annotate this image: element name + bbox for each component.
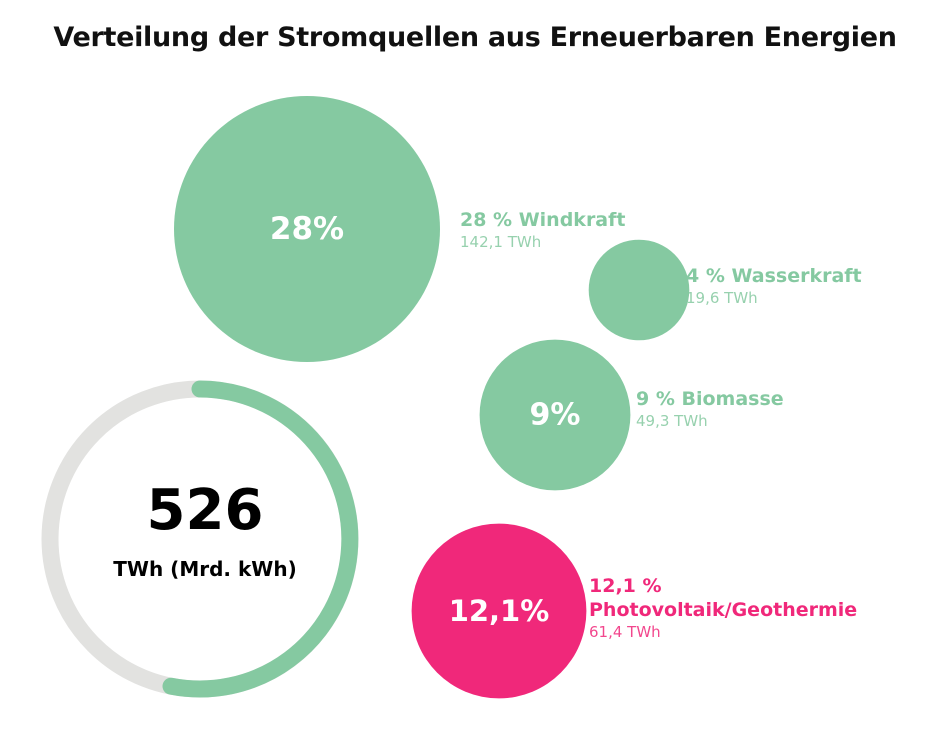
total-unit: TWh (Mrd. kWh) bbox=[113, 557, 297, 581]
label-biomasse: 9 % Biomasse 49,3 TWh bbox=[636, 388, 784, 431]
bubble-photovoltaik bbox=[411, 523, 587, 699]
label-wasserkraft-twh: 19,6 TWh bbox=[686, 288, 758, 307]
bubble-wasserkraft bbox=[588, 239, 690, 341]
chart-title: Verteilung der Stromquellen aus Erneuerb… bbox=[53, 22, 897, 53]
bubble-windkraft bbox=[174, 96, 440, 362]
label-wasserkraft: 4 % Wasserkraft 19,6 TWh bbox=[686, 265, 862, 308]
total-value: 526 bbox=[146, 478, 264, 543]
bubbles: 28% 9% 12,1% bbox=[174, 96, 690, 699]
bubble-biomasse-percent: 9% bbox=[530, 398, 581, 433]
label-wasserkraft-main: 4 % Wasserkraft bbox=[686, 265, 862, 287]
total-ring bbox=[41, 380, 359, 698]
label-biomasse-main: 9 % Biomasse bbox=[636, 388, 784, 410]
label-photovoltaik: 12,1 % Photovoltaik/Geothermie 61,4 TWh bbox=[589, 575, 857, 641]
bubble-biomasse bbox=[479, 339, 631, 491]
bubble-windkraft-percent: 28% bbox=[270, 211, 344, 247]
label-biomasse-twh: 49,3 TWh bbox=[636, 411, 708, 430]
label-photovoltaik-twh: 61,4 TWh bbox=[589, 622, 661, 641]
label-windkraft-twh: 142,1 TWh bbox=[460, 232, 542, 251]
bubble-photovoltaik-percent: 12,1% bbox=[449, 594, 550, 628]
label-windkraft-main: 28 % Windkraft bbox=[460, 209, 626, 231]
ring-renewable-arc bbox=[162, 380, 359, 698]
label-windkraft: 28 % Windkraft 142,1 TWh bbox=[460, 209, 625, 252]
label-photovoltaik-line1: 12,1 % bbox=[589, 575, 662, 597]
label-photovoltaik-line2: Photovoltaik/Geothermie bbox=[589, 598, 858, 621]
